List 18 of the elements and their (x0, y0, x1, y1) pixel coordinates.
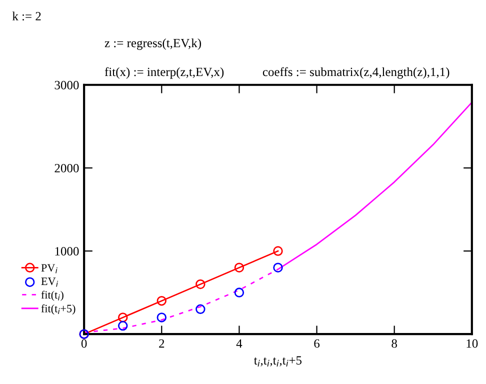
legend-label: EV$_{i}$ (41, 278, 58, 287)
legend-label: PV$_{i}$ (41, 264, 58, 274)
text: fit(x) := interp(z,t,EV,x) (104, 67, 224, 79)
y-tick-label: 1000 (55, 247, 79, 256)
x-tick-label: 6 (314, 339, 320, 348)
x-tick-label: 0 (81, 339, 87, 348)
x-tick-label: 10 (466, 339, 478, 348)
x-tick-label: 2 (159, 339, 164, 348)
text: z := regress(t,EV,k) (104, 38, 202, 50)
legend-label: fit(t$_{i}$) (41, 290, 64, 301)
legend-label: fit(t$_{i}$+5) (41, 304, 76, 315)
x-tick-label: 8 (392, 339, 397, 348)
y-tick-label: 3000 (54, 80, 79, 90)
text: coeffs := submatrix(z,4,length(z),1,1) (262, 67, 450, 79)
text: k := 2 (12, 12, 41, 20)
x-tick-label: 4 (236, 339, 242, 348)
y-tick-label: 2000 (54, 164, 79, 172)
text: t$_{i}$,t$_{i}$,t$_{i}$,t$_{i}$+5 (254, 356, 302, 366)
